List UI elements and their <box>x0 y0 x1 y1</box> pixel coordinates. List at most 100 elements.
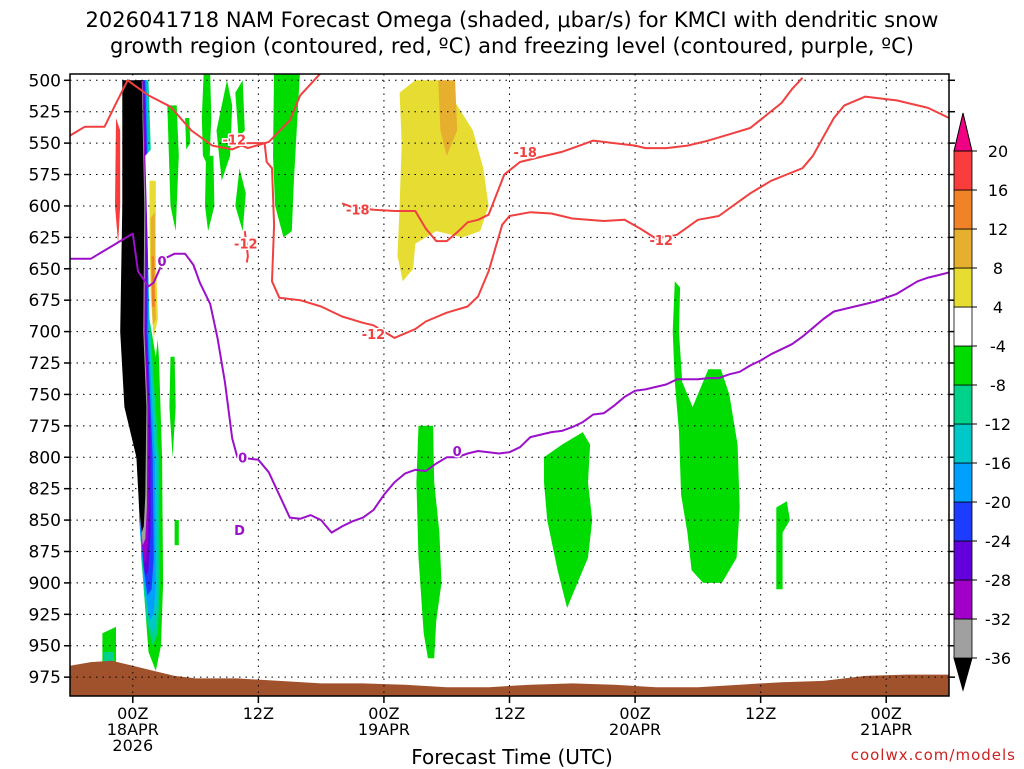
x-tick-label-3-0: 12Z <box>494 704 525 723</box>
colorbar-swatch-9 <box>953 306 973 347</box>
colorbar-swatch-4 <box>953 501 973 542</box>
freezing-contour-0 <box>70 232 949 534</box>
colorbar-label-0: -36 <box>985 649 1011 668</box>
y-tick-label-17: 925 <box>29 605 61 625</box>
plot-frame <box>69 73 950 697</box>
x-tick-label-2-1: 19APR <box>358 720 410 739</box>
y-tick-label-6: 650 <box>29 260 61 280</box>
contour-label-7: 0 <box>238 451 247 466</box>
chart-title-line-1: 2026041718 NAM Forecast Omega (shaded, μ… <box>85 8 939 32</box>
colorbar-label-6: -12 <box>985 415 1011 434</box>
x-tick-label-0-1: 18APR <box>107 720 159 739</box>
y-tick-label-16: 900 <box>29 574 61 594</box>
omega-region-24 <box>273 74 300 238</box>
omega-region-37 <box>120 80 147 533</box>
omega-region-12 <box>438 80 458 156</box>
colorbar-label-3: -24 <box>985 532 1011 551</box>
omega-region-6 <box>268 256 452 571</box>
omega-region-21 <box>205 155 215 232</box>
omega-region-17 <box>174 520 179 546</box>
omega-region-11 <box>397 80 489 282</box>
x-tick-label-2-0: 00Z <box>368 704 399 723</box>
dgz-contour-2 <box>341 77 804 243</box>
omega-region-9 <box>667 74 700 244</box>
colorbar-label-1: -32 <box>985 610 1011 629</box>
colorbar-swatch-10 <box>953 267 973 308</box>
colorbar-swatch-5 <box>953 462 973 503</box>
y-tick-label-5: 625 <box>29 228 61 248</box>
dgz-contour-layer <box>70 74 949 339</box>
omega-region-19 <box>201 74 212 169</box>
ground-layer <box>70 660 949 696</box>
colorbar-swatch-8 <box>953 345 973 386</box>
y-tick-label-9: 725 <box>29 354 61 374</box>
colorbar-label-9: 4 <box>993 298 1003 317</box>
y-tick-label-7: 675 <box>29 291 61 311</box>
colorbar-swatch-3 <box>953 540 973 581</box>
omega-region-42 <box>115 118 121 244</box>
contour-label-9: D <box>234 524 245 539</box>
y-tick-label-11: 775 <box>29 417 61 437</box>
contour-label-4: -12 <box>649 234 673 249</box>
omega-region-8 <box>581 74 609 175</box>
colorbar-swatch-11 <box>953 228 973 269</box>
contour-label-2: -12 <box>362 328 386 343</box>
y-tick-label-10: 750 <box>29 385 61 405</box>
y-tick-label-2: 550 <box>29 134 61 154</box>
colorbar-label-12: 16 <box>988 181 1008 200</box>
y-axis: 500 525 550 575 600 625 650 675 700 725 750 775 800 8… <box>29 71 955 688</box>
colorbar-label-7: -8 <box>990 376 1006 395</box>
omega-shading-layer <box>98 74 790 696</box>
colorbar-swatch-1 <box>953 618 973 659</box>
colorbar-swatch-14 <box>953 112 973 152</box>
x-tick-label-0-2: 2026 <box>112 736 153 755</box>
contour-label-8: 0 <box>453 445 462 460</box>
dgz-contour-3 <box>243 230 249 263</box>
freezing-level-layer <box>70 232 949 534</box>
omega-region-4 <box>235 218 266 521</box>
x-axis-label: Forecast Time (UTC) <box>411 745 613 769</box>
colorbar-label-11: 12 <box>988 220 1008 239</box>
y-tick-label-4: 600 <box>29 197 61 217</box>
colorbar: -36 -32 -28 -24 -20 -16 -12 -8 -4 4 8 12 16 20 <box>953 112 1011 692</box>
y-tick-label-0: 500 <box>29 71 61 91</box>
omega-region-25 <box>416 425 442 659</box>
omega-region-20 <box>216 80 233 181</box>
omega-region-3 <box>162 80 183 558</box>
dgz-contour-0 <box>70 79 949 339</box>
colorbar-label-5: -16 <box>985 454 1011 473</box>
contour-label-1: -18 <box>346 204 370 219</box>
colorbar-swatch-6 <box>953 423 973 464</box>
colorbar-label-2: -28 <box>985 571 1011 590</box>
y-tick-label-13: 825 <box>29 480 61 500</box>
omega-region-22 <box>235 80 245 137</box>
y-tick-label-15: 875 <box>29 542 61 562</box>
x-tick-label-6-0: 00Z <box>871 704 902 723</box>
dgz-contour-1 <box>226 74 322 150</box>
x-tick-label-5-0: 12Z <box>745 704 776 723</box>
y-tick-label-19: 975 <box>29 668 61 688</box>
y-tick-label-3: 575 <box>29 166 61 186</box>
contour-label-5: -12 <box>234 238 258 253</box>
omega-region-16 <box>169 356 176 458</box>
chart-title-line-2: growth region (contoured, red, ºC) and f… <box>110 34 914 58</box>
credit-text: coolwx.com/models <box>850 746 1016 764</box>
colorbar-swatch-2 <box>953 579 973 620</box>
x-tick-label-4-0: 00Z <box>619 704 650 723</box>
contour-label-3: -18 <box>513 146 537 161</box>
y-tick-label-14: 850 <box>29 511 61 531</box>
omega-region-28 <box>776 501 790 590</box>
x-tick-label-0-0: 00Z <box>117 704 148 723</box>
omega-region-23 <box>235 168 246 232</box>
y-tick-label-8: 700 <box>29 323 61 343</box>
colorbar-label-8: -4 <box>990 337 1006 356</box>
contour-label-6: 0 <box>158 255 167 270</box>
colorbar-swatch-7 <box>953 384 973 425</box>
y-tick-label-18: 950 <box>29 637 61 657</box>
colorbar-label-4: -20 <box>985 493 1011 512</box>
colorbar-label-13: 20 <box>988 142 1008 161</box>
omega-region-15 <box>167 105 179 232</box>
colorbar-swatch-13 <box>953 150 973 191</box>
